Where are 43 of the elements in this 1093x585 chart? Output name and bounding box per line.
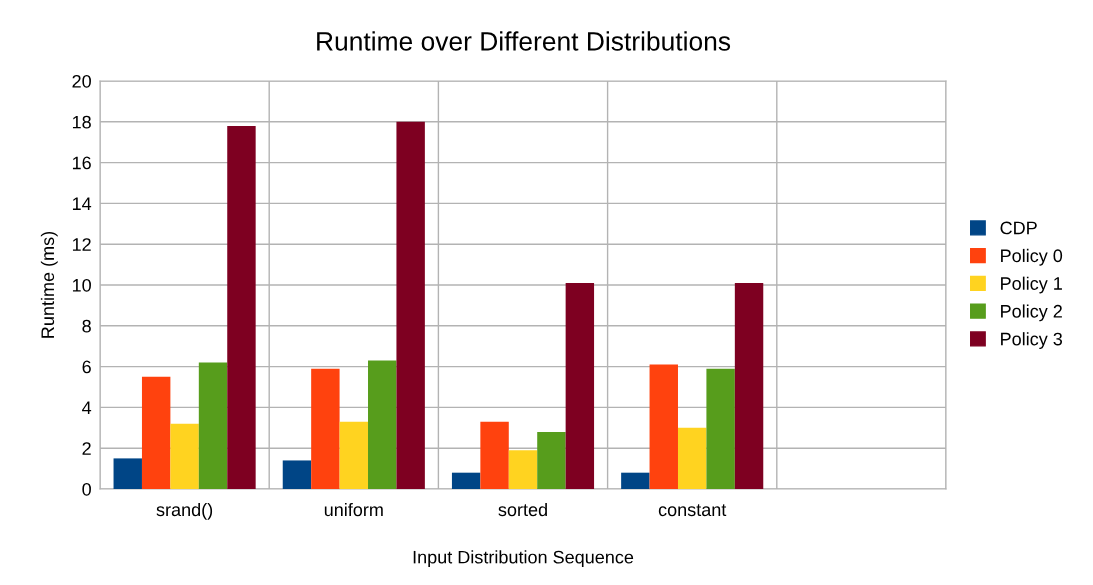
x-tick-label: sorted — [498, 502, 547, 517]
bar — [565, 282, 595, 489]
y-axis-title: Runtime (ms) — [40, 231, 58, 338]
bar — [649, 364, 678, 489]
x-tick-label: srand() — [156, 502, 213, 520]
legend-label: Policy 1 — [1001, 276, 1062, 294]
legend-label: Policy 3 — [1001, 332, 1063, 349]
bar — [537, 431, 566, 489]
bar — [621, 472, 650, 489]
bar — [451, 472, 481, 489]
bar — [311, 368, 340, 489]
bar — [198, 362, 228, 489]
bar — [113, 458, 142, 489]
y-tick-label: 12 — [72, 238, 91, 251]
bar — [508, 450, 538, 489]
legend-label: Policy 2 — [1001, 304, 1062, 322]
y-tick-label: 0 — [82, 482, 91, 496]
x-tick-label: constant — [658, 504, 727, 517]
bar — [734, 282, 764, 489]
legend-label: CDP — [1000, 221, 1037, 235]
bar — [368, 360, 397, 489]
bar — [141, 376, 171, 489]
bar — [677, 427, 707, 489]
y-tick-label: 18 — [72, 115, 91, 129]
bar — [339, 421, 369, 489]
y-tick-label: 4 — [82, 401, 92, 414]
y-tick-label: 14 — [72, 197, 92, 210]
x-tick-label: uniform — [324, 502, 383, 517]
y-tick-label: 6 — [82, 360, 91, 374]
y-tick-label: 10 — [72, 278, 91, 292]
bar — [282, 460, 312, 489]
y-tick-label: 2 — [82, 442, 91, 455]
bar — [706, 368, 735, 489]
bar — [480, 421, 509, 489]
y-tick-label: 16 — [72, 156, 91, 170]
bar — [170, 423, 199, 489]
legend-label: Policy 0 — [1001, 248, 1063, 266]
y-tick-label: 20 — [72, 74, 91, 88]
bar — [227, 125, 256, 489]
x-axis-title: Input Distribution Sequence — [413, 550, 634, 568]
chart-title: Runtime over Different Distributions — [317, 31, 731, 51]
y-tick-label: 8 — [82, 319, 91, 333]
bar — [396, 121, 425, 489]
